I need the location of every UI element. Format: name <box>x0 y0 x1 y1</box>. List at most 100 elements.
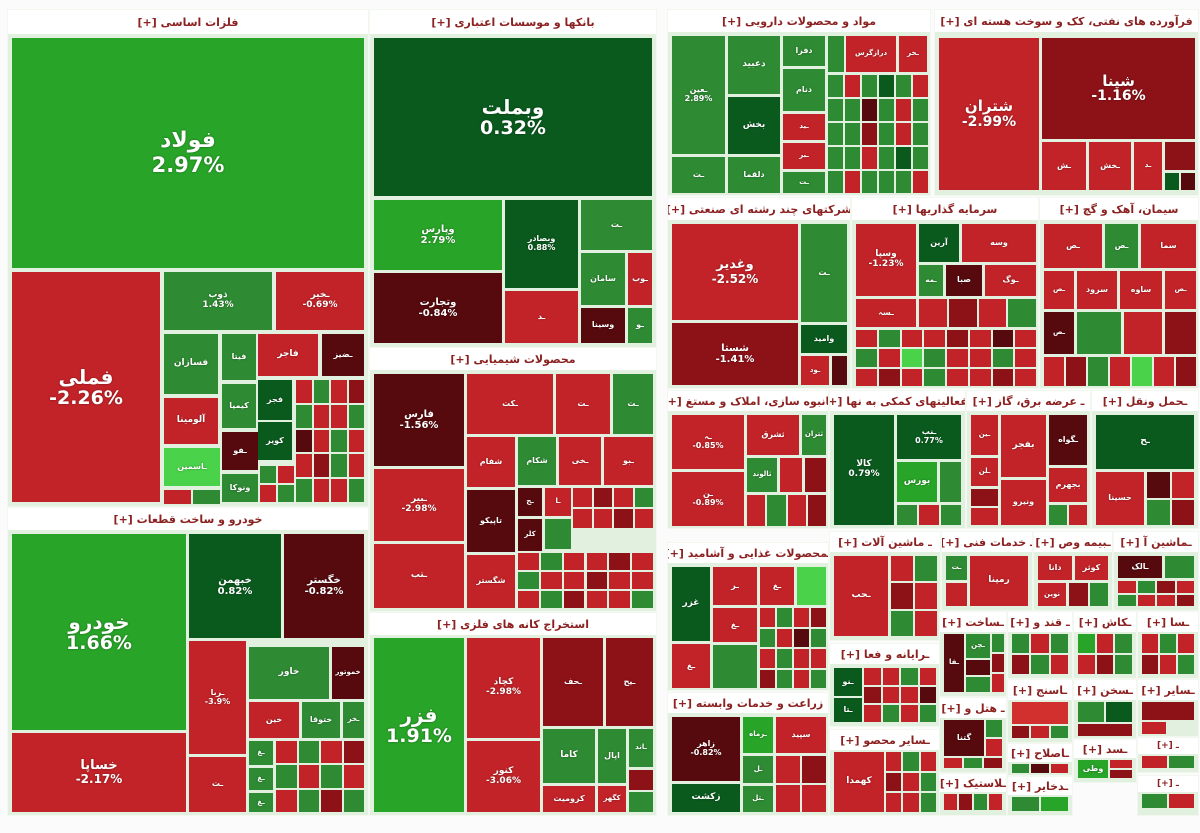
stock-tile-small[interactable] <box>947 330 968 348</box>
stock-tile-small[interactable] <box>828 99 843 121</box>
stock-tile-small[interactable] <box>886 752 902 771</box>
stock-tile-small[interactable] <box>919 505 939 525</box>
stock-tile-small[interactable] <box>1171 499 1194 525</box>
stock-tile[interactable]: وامید <box>801 325 847 353</box>
sector-header[interactable]: ـ [+] <box>1138 738 1198 754</box>
stock-tile-small[interactable] <box>944 758 962 768</box>
stock-tile-small[interactable] <box>1157 581 1175 593</box>
stock-tile-small[interactable] <box>1176 594 1194 606</box>
stock-tile-small[interactable] <box>966 677 990 692</box>
stock-tile-small[interactable] <box>348 380 364 403</box>
stock-tile[interactable]: ـفو <box>222 432 258 470</box>
stock-tile[interactable]: آلومینا <box>164 398 218 444</box>
stock-tile[interactable]: زاهر -0.82% <box>672 717 740 781</box>
stock-tile[interactable]: ـحب <box>834 556 888 636</box>
stock-tile-small[interactable] <box>629 770 653 790</box>
stock-tile[interactable]: ـیح <box>606 638 653 726</box>
stock-tile[interactable]: ـچن <box>966 634 990 658</box>
stock-tile-small[interactable] <box>946 583 967 606</box>
stock-tile[interactable]: خموتور <box>332 647 364 699</box>
stock-tile-small[interactable] <box>1165 173 1179 190</box>
stock-tile-small[interactable] <box>1118 581 1136 593</box>
stock-tile-small[interactable] <box>193 490 220 504</box>
stock-tile-small[interactable] <box>313 404 329 428</box>
stock-tile-small[interactable] <box>992 634 1004 652</box>
stock-tile[interactable]: نوین <box>1038 583 1066 606</box>
stock-tile-small[interactable] <box>1012 764 1030 773</box>
stock-tile[interactable]: ـص <box>1044 271 1074 309</box>
stock-tile-small[interactable] <box>518 572 539 589</box>
stock-tile[interactable]: ـخی <box>559 437 601 485</box>
stock-tile[interactable]: ـش <box>1042 142 1086 190</box>
stock-tile[interactable]: زکشت <box>672 784 740 812</box>
stock-tile[interactable]: ـتا <box>834 698 862 722</box>
stock-tile[interactable]: بجهرم <box>1049 468 1087 502</box>
sector-header[interactable]: زراعت و خدمات وابسته [+] <box>668 693 828 713</box>
stock-tile[interactable]: ـغ <box>713 608 757 642</box>
stock-tile[interactable]: ـضیز <box>322 334 364 376</box>
stock-tile-small[interactable] <box>164 490 191 504</box>
stock-tile-small[interactable] <box>1115 634 1132 653</box>
stock-tile-small[interactable] <box>348 454 364 478</box>
stock-tile[interactable]: شپنا -1.16% <box>1042 38 1195 139</box>
stock-tile-small[interactable] <box>1078 634 1095 653</box>
stock-tile[interactable]: ـغ <box>760 567 794 605</box>
stock-tile-small[interactable] <box>1049 505 1067 525</box>
stock-tile[interactable]: ـر <box>713 567 757 605</box>
stock-tile[interactable]: دعبید <box>728 36 780 94</box>
stock-tile[interactable]: غزر <box>672 567 710 641</box>
stock-tile[interactable]: کلر <box>518 519 542 551</box>
sector-header[interactable]: فلزات اساسی [+] <box>8 10 368 34</box>
stock-tile[interactable]: شکام <box>518 437 556 485</box>
stock-tile-small[interactable] <box>986 739 1002 756</box>
stock-tile[interactable]: کوثر <box>1075 556 1108 580</box>
stock-tile-small[interactable] <box>298 741 319 764</box>
sector-header[interactable]: محصولات شیمیایی [+] <box>370 348 656 370</box>
stock-tile-small[interactable] <box>1050 764 1068 773</box>
stock-tile[interactable]: شستا -1.41% <box>672 323 798 385</box>
stock-tile-small[interactable] <box>878 349 900 367</box>
stock-tile-small[interactable] <box>896 99 911 121</box>
stock-tile-small[interactable] <box>878 330 900 348</box>
sector-header[interactable]: ـانبوه سازی، املاک و مستغ [+] <box>668 391 828 411</box>
stock-tile[interactable]: ونوکا <box>222 474 258 502</box>
stock-tile-small[interactable] <box>845 123 860 145</box>
stock-tile[interactable]: ـحف <box>543 638 603 726</box>
stock-tile[interactable]: رمپنا <box>970 556 1028 606</box>
stock-tile-small[interactable] <box>760 628 775 647</box>
stock-tile-small[interactable] <box>1165 142 1195 170</box>
sector-header[interactable]: ـ ماشین آلات [+] <box>830 532 940 552</box>
stock-tile[interactable]: ـص <box>1165 271 1196 309</box>
stock-tile[interactable]: ـج <box>518 488 542 516</box>
stock-tile-small[interactable] <box>948 299 977 327</box>
stock-tile-small[interactable] <box>897 505 917 525</box>
stock-tile[interactable]: سامان <box>581 253 625 305</box>
stock-tile-small[interactable] <box>614 509 633 528</box>
stock-tile-small[interactable] <box>1142 722 1166 734</box>
stock-tile[interactable]: ـخیر -0.69% <box>276 272 364 330</box>
stock-tile[interactable]: ـخر <box>343 702 364 738</box>
stock-tile-small[interactable] <box>901 349 923 367</box>
stock-tile[interactable]: ـن -0.89% <box>672 472 744 526</box>
stock-tile[interactable]: ـعین 2.89% <box>672 36 725 154</box>
stock-tile-small[interactable] <box>901 330 923 348</box>
stock-tile-small[interactable] <box>593 488 612 507</box>
stock-tile-small[interactable] <box>966 660 990 675</box>
stock-tile[interactable]: ـت <box>946 556 967 580</box>
stock-tile-small[interactable] <box>1132 357 1152 386</box>
stock-tile-small[interactable] <box>1069 505 1087 525</box>
stock-tile-small[interactable] <box>896 171 911 193</box>
sector-header[interactable]: ـحمل ونقل [+] <box>1092 391 1198 411</box>
stock-tile-small[interactable] <box>832 356 847 385</box>
stock-tile-small[interactable] <box>862 147 877 169</box>
stock-tile[interactable]: ـت <box>783 172 825 193</box>
stock-tile-small[interactable] <box>992 330 1014 348</box>
stock-tile-small[interactable] <box>1178 655 1194 674</box>
stock-tile-small[interactable] <box>518 591 539 608</box>
stock-tile[interactable]: وسپا -1.23% <box>856 224 916 296</box>
stock-tile-small[interactable] <box>811 649 826 668</box>
stock-tile-small[interactable] <box>828 147 843 169</box>
stock-tile-small[interactable] <box>1142 794 1167 808</box>
stock-tile[interactable]: کهمدا <box>834 752 884 812</box>
stock-tile[interactable]: بخش <box>728 97 780 154</box>
